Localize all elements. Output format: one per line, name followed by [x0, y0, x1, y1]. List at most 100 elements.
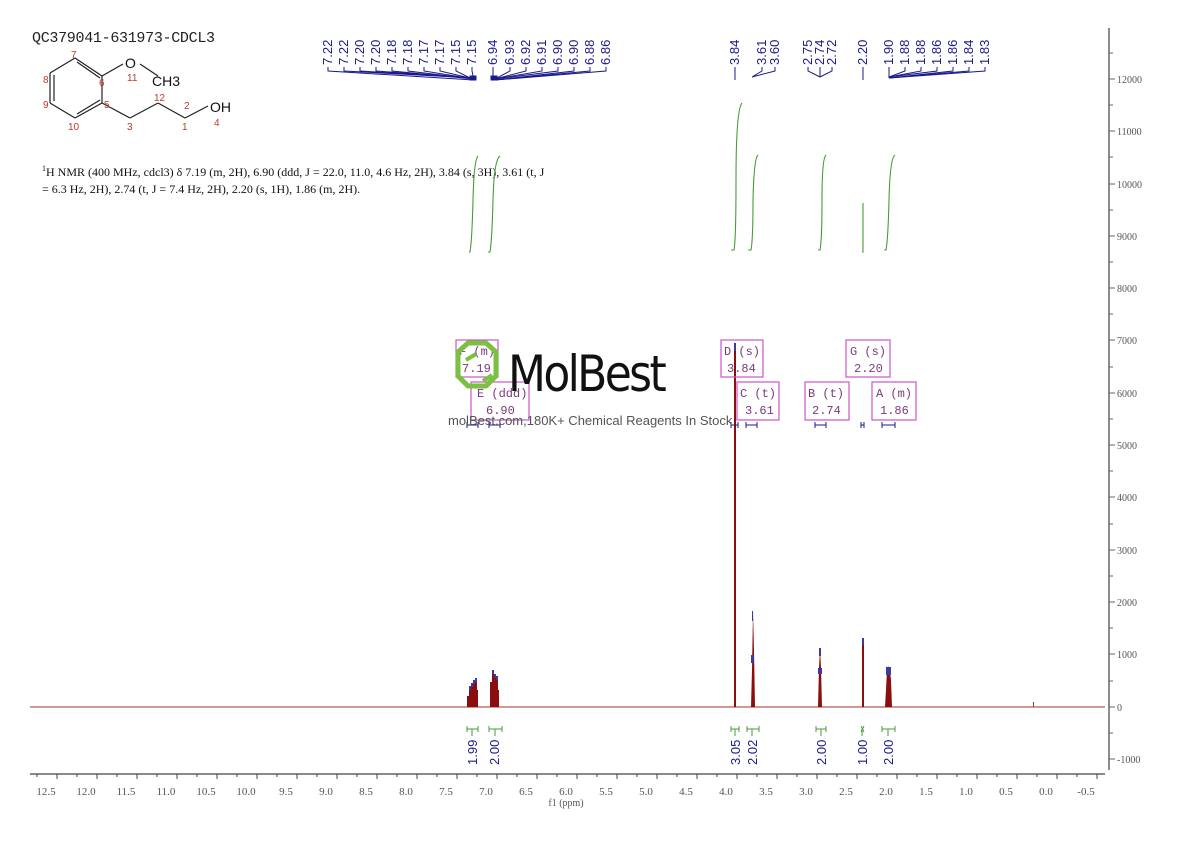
svg-text:4.0: 4.0 — [719, 786, 733, 798]
x-axis-label: f1 (ppm) — [548, 798, 583, 809]
svg-text:9.0: 9.0 — [319, 786, 333, 798]
svg-text:7.5: 7.5 — [439, 786, 453, 798]
integral-labels: 1.99 2.00 3.05 2.02 2.00 1.00 2.00 — [465, 740, 896, 765]
svg-text:3.61: 3.61 — [745, 404, 774, 418]
svg-text:11.0: 11.0 — [157, 786, 176, 798]
molecule-structure: O CH3 OH 11 12 4 7 6 8 9 5 10 3 2 1 — [43, 50, 231, 133]
svg-text:1.99: 1.99 — [465, 740, 480, 765]
svg-text:2.20: 2.20 — [855, 40, 870, 65]
svg-text:3.84: 3.84 — [727, 362, 756, 376]
svg-text:-0.5: -0.5 — [1077, 786, 1095, 798]
svg-text:7.15: 7.15 — [448, 40, 463, 65]
watermark-brand: MolBest — [508, 345, 667, 403]
atom-number: 9 — [43, 100, 49, 111]
atom-number: 10 — [68, 122, 80, 133]
svg-text:2000: 2000 — [1117, 598, 1137, 609]
svg-text:2.00: 2.00 — [487, 740, 502, 765]
svg-text:2.72: 2.72 — [824, 40, 839, 65]
svg-text:1.83: 1.83 — [977, 40, 992, 65]
description-superscript: 1 — [42, 164, 46, 173]
svg-text:3.05: 3.05 — [728, 740, 743, 765]
svg-text:0.0: 0.0 — [1039, 786, 1053, 798]
svg-text:9000: 9000 — [1117, 232, 1137, 243]
svg-text:1.86: 1.86 — [929, 40, 944, 65]
svg-text:E (ddd): E (ddd) — [477, 387, 527, 401]
svg-text:7.20: 7.20 — [352, 40, 367, 65]
svg-text:1.90: 1.90 — [881, 40, 896, 65]
atom-number: 6 — [99, 78, 105, 89]
svg-text:2.20: 2.20 — [854, 362, 883, 376]
nmr-description: 1H NMR (400 MHz, cdcl3) δ 7.19 (m, 2H), … — [42, 160, 622, 198]
svg-text:6.88: 6.88 — [582, 40, 597, 65]
y-tick-labels: 12000 11000 10000 9000 8000 7000 6000 50… — [1117, 75, 1142, 766]
svg-text:11.5: 11.5 — [117, 786, 136, 798]
multiplet-boxes — [455, 339, 917, 421]
atom-methyl: CH3 — [152, 73, 180, 89]
svg-text:8.5: 8.5 — [359, 786, 373, 798]
svg-text:12000: 12000 — [1117, 75, 1142, 86]
peak-label-connectors — [327, 67, 986, 81]
svg-text:B (t): B (t) — [808, 387, 844, 401]
svg-text:3.60: 3.60 — [767, 40, 782, 65]
svg-text:5.5: 5.5 — [599, 786, 613, 798]
atom-number: 8 — [43, 75, 49, 86]
svg-text:6000: 6000 — [1117, 389, 1137, 400]
integral-curves — [469, 102, 896, 253]
atom-number: 7 — [71, 50, 77, 61]
svg-text:7.20: 7.20 — [368, 40, 383, 65]
svg-text:7000: 7000 — [1117, 336, 1137, 347]
svg-text:A (m): A (m) — [876, 387, 912, 401]
svg-text:0: 0 — [1117, 703, 1122, 714]
svg-text:4.5: 4.5 — [679, 786, 693, 798]
svg-text:7.19: 7.19 — [462, 362, 491, 376]
svg-text:7.17: 7.17 — [416, 40, 431, 65]
svg-text:4000: 4000 — [1117, 493, 1137, 504]
svg-text:6.0: 6.0 — [559, 786, 573, 798]
svg-text:1.86: 1.86 — [880, 404, 909, 418]
svg-text:1.84: 1.84 — [961, 40, 976, 65]
atom-oxygen: O — [125, 55, 136, 71]
atom-number: 2 — [184, 101, 190, 112]
svg-text:7.15: 7.15 — [464, 40, 479, 65]
watermark-tagline: molBest.com,180K+ Chemical Reagents In S… — [448, 413, 733, 428]
x-tick-labels: 12.5 12.0 11.5 11.0 10.5 10.0 9.5 9.0 8.… — [36, 786, 1095, 798]
svg-text:10.0: 10.0 — [236, 786, 256, 798]
svg-text:2.02: 2.02 — [745, 740, 760, 765]
svg-text:3000: 3000 — [1117, 546, 1137, 557]
svg-text:2.75: 2.75 — [800, 40, 815, 65]
svg-text:3.61: 3.61 — [754, 40, 769, 65]
atom-number: 12 — [154, 93, 166, 104]
svg-text:2.0: 2.0 — [879, 786, 893, 798]
svg-text:6.94: 6.94 — [485, 40, 500, 65]
svg-text:6.93: 6.93 — [502, 40, 517, 65]
svg-text:7.17: 7.17 — [432, 40, 447, 65]
svg-text:6.90: 6.90 — [566, 40, 581, 65]
svg-text:1.88: 1.88 — [897, 40, 912, 65]
svg-text:1.86: 1.86 — [945, 40, 960, 65]
svg-text:9.5: 9.5 — [279, 786, 293, 798]
svg-text:1000: 1000 — [1117, 650, 1137, 661]
x-axis: 12.5 12.0 11.5 11.0 10.5 10.0 9.5 9.0 8.… — [30, 773, 1105, 809]
svg-text:11000: 11000 — [1117, 127, 1142, 138]
svg-text:12.0: 12.0 — [76, 786, 96, 798]
svg-text:2.00: 2.00 — [881, 740, 896, 765]
svg-text:G (s): G (s) — [850, 345, 886, 359]
svg-text:2.00: 2.00 — [814, 740, 829, 765]
atom-number: 11 — [127, 73, 138, 84]
molbest-logo-icon — [455, 340, 499, 389]
svg-text:8.0: 8.0 — [399, 786, 413, 798]
multiplet-ranges — [466, 422, 896, 428]
svg-text:12.5: 12.5 — [36, 786, 56, 798]
atom-hydroxyl: OH — [210, 99, 231, 115]
svg-text:5.0: 5.0 — [639, 786, 653, 798]
svg-text:C (t): C (t) — [740, 387, 776, 401]
spectrum-peaks — [467, 343, 1034, 707]
description-line2: = 6.3 Hz, 2H), 2.74 (t, J = 7.4 Hz, 2H),… — [42, 182, 361, 196]
svg-text:8000: 8000 — [1117, 284, 1137, 295]
peak-labels: 7.22 7.22 7.20 7.20 7.18 7.18 7.17 7.17 … — [320, 40, 992, 65]
multiplet-labels: F (m) 7.19 E (ddd) 6.90 D (s) 3.84 C (t)… — [459, 345, 912, 418]
svg-text:10.5: 10.5 — [196, 786, 216, 798]
atom-number: 4 — [214, 118, 220, 129]
y-axis: 12000 11000 10000 9000 8000 7000 6000 50… — [1108, 28, 1142, 770]
